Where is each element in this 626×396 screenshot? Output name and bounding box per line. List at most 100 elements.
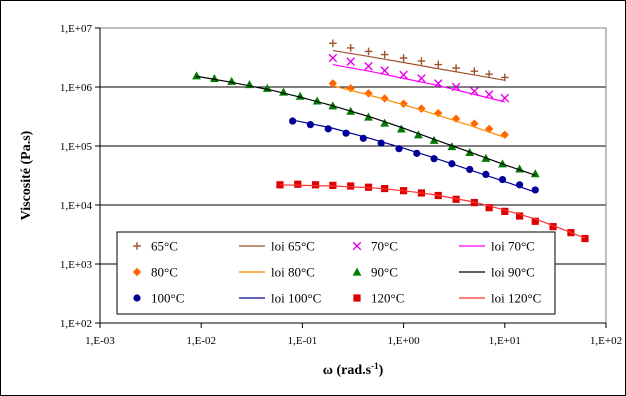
x-axis-title-main: ω (rad.s: [323, 363, 372, 378]
legend-entry-80c: 80°C: [132, 265, 178, 280]
legend-label: loi 120°C: [491, 291, 541, 306]
legend-marker-swatch: [133, 294, 141, 302]
fit-line-loi-70c: [332, 63, 505, 103]
legend-label: loi 70°C: [491, 239, 535, 254]
legend-entry-65c: 65°C: [133, 239, 178, 254]
legend-entry-70c: 70°C: [352, 239, 398, 254]
x-tick-label: 1,E+02: [590, 335, 622, 347]
data-point-100c: [288, 117, 297, 125]
data-point-90c: [380, 118, 390, 127]
y-tick-label: 1,E+02: [60, 318, 92, 330]
x-tick-label: 1,E-03: [85, 335, 115, 347]
data-point-90c: [530, 169, 540, 178]
legend-marker-swatch: [353, 294, 361, 302]
data-point-120c: [276, 181, 284, 189]
x-tick-label: 1,E+00: [388, 335, 421, 347]
x-axis-title: ω (rad.s-1): [323, 361, 384, 378]
series-loi-80c: [332, 85, 505, 138]
legend-entry-loi-70c: loi 70°C: [459, 239, 535, 254]
plot-frame: [99, 27, 607, 324]
data-point-65c: [380, 50, 389, 59]
series-loi-70c: [332, 63, 505, 103]
data-point-70c: [346, 57, 355, 66]
legend-marker-swatch: [133, 242, 141, 250]
data-point-70c: [500, 93, 510, 103]
data-point-65c: [485, 70, 493, 78]
legend-label: loi 65°C: [271, 239, 315, 254]
data-point-120c: [485, 204, 493, 212]
x-axis-title-tail: ): [379, 363, 384, 378]
legend-entry-loi-80c: loi 80°C: [239, 265, 315, 280]
legend-entry-loi-100c: loi 100°C: [239, 291, 321, 306]
y-axis-title: Viscosité (Pa.s): [19, 130, 34, 220]
y-tick-label: 1,E+05: [60, 141, 93, 153]
fit-line-loi-80c: [332, 85, 505, 138]
legend-label: 90°C: [371, 265, 398, 280]
data-point-80c: [364, 89, 373, 98]
data-point-120c: [347, 182, 355, 190]
legend-label: loi 90°C: [491, 265, 535, 280]
legend-label: 70°C: [371, 239, 398, 254]
x-axis-title-sup: -1: [371, 361, 379, 371]
series-loi-120c: [279, 184, 586, 239]
legend-marker-swatch: [132, 267, 142, 277]
legend: 65°C loi 65°C 70°C loi 70°C 80°C loi 80°C 90°C…: [116, 231, 556, 315]
legend-entry-90c: 90°C: [352, 265, 398, 280]
legend-label: 120°C: [371, 291, 404, 306]
legend-marker-swatch: [352, 241, 362, 251]
data-point-120c: [311, 181, 320, 189]
legend-label: 65°C: [151, 239, 178, 254]
y-tick-label: 1,E+07: [60, 23, 93, 35]
y-tick-label: 1,E+06: [60, 82, 93, 94]
data-point-80c: [328, 79, 338, 88]
data-point-120c: [294, 180, 302, 188]
fit-line-loi-90c: [196, 75, 536, 176]
legend-entry-loi-120c: loi 120°C: [459, 291, 541, 306]
legend-label: 100°C: [151, 291, 184, 306]
ticks-layer: 1,E-03 1,E-02 1,E-01 1,E+00 1,E+01 1,E+02 1,E+…: [60, 23, 622, 347]
data-point-70c: [380, 66, 389, 75]
data-point-65c: [364, 47, 373, 56]
data-point-70c: [328, 53, 338, 63]
series-loi-100c: [292, 119, 536, 193]
x-tick-label: 1,E-01: [288, 335, 318, 347]
data-point-80c: [434, 108, 443, 118]
data-point-100c: [531, 186, 539, 194]
series-65c: [329, 39, 509, 82]
series-loi-65c: [332, 49, 505, 81]
legend-entry-loi-90c: loi 90°C: [459, 265, 535, 280]
data-point-65c: [434, 60, 443, 69]
data-point-65c: [329, 39, 337, 48]
data-point-120c: [515, 212, 524, 220]
x-tick-label: 1,E-02: [186, 335, 216, 347]
y-tick-label: 1,E+04: [60, 200, 93, 212]
fit-line-loi-65c: [332, 49, 505, 81]
data-point-65c: [470, 67, 479, 76]
legend-label: loi 100°C: [271, 291, 321, 306]
fit-line-loi-120c: [279, 184, 586, 239]
data-point-120c: [581, 234, 589, 243]
data-point-90c: [396, 124, 406, 133]
legend-marker-swatch: [352, 267, 362, 276]
data-point-65c: [399, 54, 408, 62]
legend-entry-120c: 120°C: [353, 291, 404, 306]
data-point-120c: [549, 223, 557, 231]
legend-label: 80°C: [151, 265, 178, 280]
fit-line-loi-100c: [292, 119, 536, 193]
legend-entry-loi-65c: loi 65°C: [239, 239, 315, 254]
data-point-120c: [531, 217, 539, 225]
series-layer: [192, 39, 589, 243]
data-point-90c: [192, 71, 201, 80]
data-point-70c: [364, 61, 373, 71]
legend-label: loi 80°C: [271, 265, 315, 280]
data-point-120c: [501, 207, 509, 215]
data-point-65c: [452, 64, 460, 72]
x-tick-label: 1,E+01: [489, 335, 521, 347]
y-tick-label: 1,E+03: [60, 259, 93, 271]
data-point-90c: [413, 130, 423, 139]
data-point-120c: [329, 181, 337, 189]
data-point-80c: [470, 119, 479, 128]
